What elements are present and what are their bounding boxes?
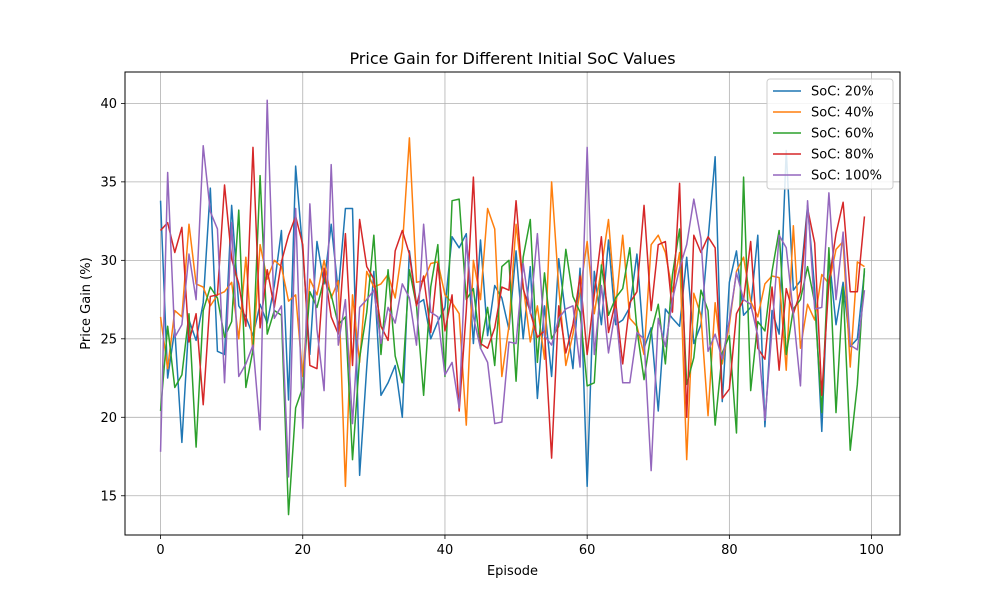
x-axis-label: Episode: [487, 564, 538, 579]
chart-title: Price Gain for Different Initial SoC Val…: [349, 49, 675, 68]
x-tick-label: 80: [721, 543, 738, 558]
y-tick-label: 40: [100, 97, 117, 112]
plot-frame: [124, 71, 901, 536]
legend: SoC: 20% SoC: 40% SoC: 60% SoC: 80% SoC: 100…: [766, 78, 894, 190]
legend-entry: SoC: 20%: [811, 85, 874, 100]
legend-entry: SoC: 60%: [811, 127, 874, 142]
legend-entry: SoC: 80%: [811, 148, 874, 163]
legend-box: [766, 78, 894, 190]
axis-ticks: 0 20 40 60 80 100 15 20 25 30 35 40: [100, 97, 884, 558]
y-tick-label: 35: [100, 175, 117, 190]
x-tick-label: 40: [437, 543, 454, 558]
series-line-4: [159, 99, 866, 478]
x-tick-label: 60: [579, 543, 596, 558]
series-line-3: [159, 146, 866, 459]
x-tick-label: 100: [859, 543, 884, 558]
series-line-0: [159, 149, 866, 488]
legend-entry: SoC: 100%: [811, 169, 882, 184]
y-tick-label: 25: [100, 332, 117, 347]
x-tick-label: 20: [294, 543, 311, 558]
legend-entry: SoC: 40%: [811, 106, 874, 121]
y-tick-label: 20: [100, 411, 117, 426]
y-axis-label: Price Gain (%): [79, 257, 94, 349]
x-tick-label: 0: [156, 543, 164, 558]
y-tick-label: 15: [100, 489, 117, 504]
y-tick-label: 30: [100, 254, 117, 269]
series-group: [159, 99, 866, 516]
